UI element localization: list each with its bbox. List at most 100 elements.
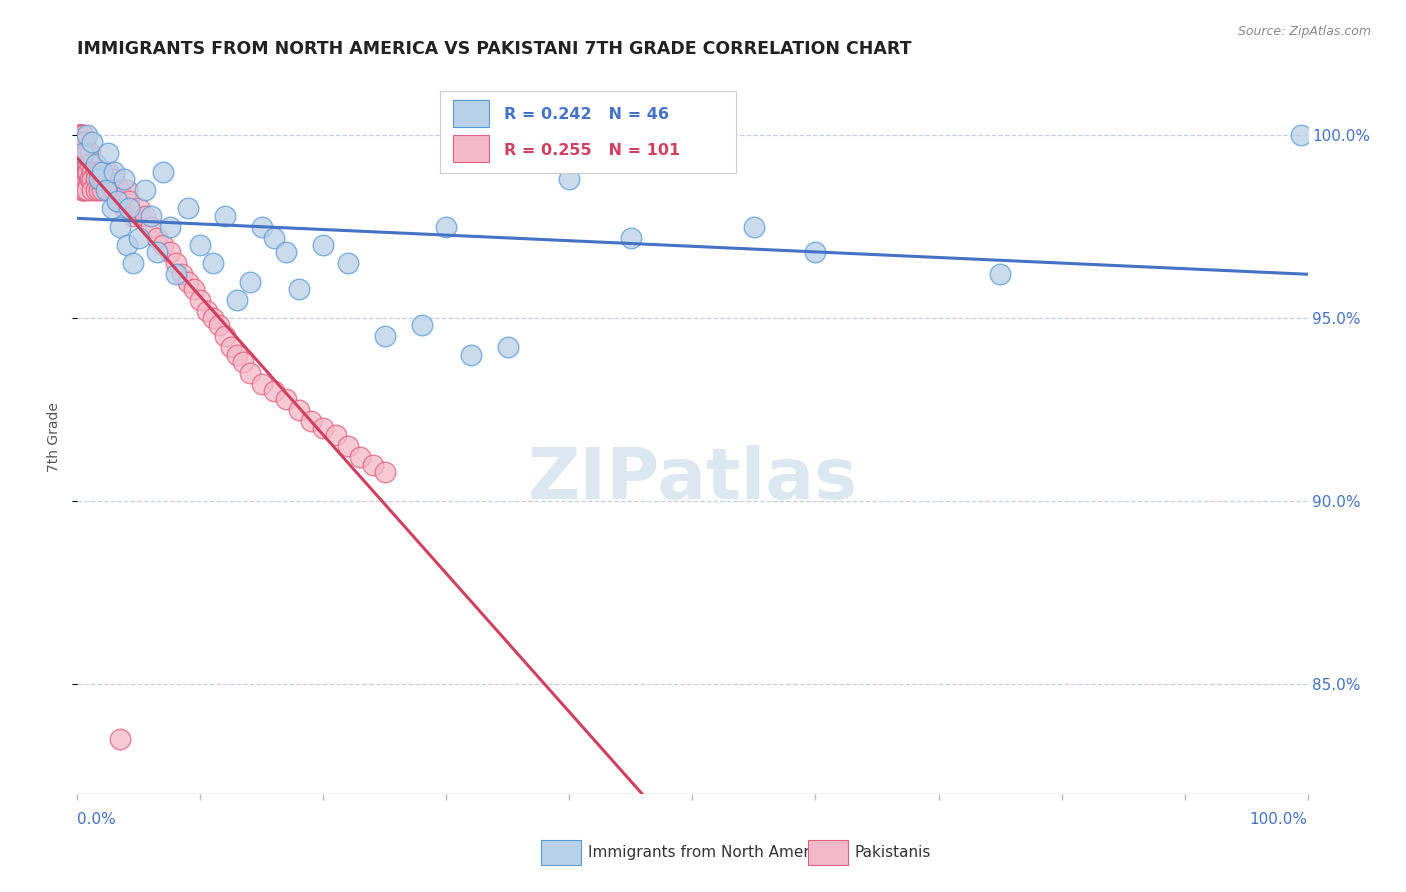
Point [118,194,141,208]
Point [165,267,187,281]
Point [101,183,124,197]
Point [70,128,93,143]
Point [97,146,120,161]
Point [374,329,396,343]
Point [73,146,96,161]
Point [77,157,100,171]
Point [374,465,396,479]
Point [226,348,249,362]
Point [110,194,132,208]
Point [214,209,236,223]
Point [73,165,96,179]
Point [72,136,94,150]
Point [141,209,163,223]
Point [312,238,335,252]
Point [84,165,107,179]
Point [75,157,97,171]
Text: Pakistanis: Pakistanis [855,846,931,860]
Point [89,172,111,186]
Point [276,245,298,260]
Text: R = 0.255   N = 101: R = 0.255 N = 101 [505,143,681,158]
Point [190,238,212,252]
Y-axis label: 7th Grade: 7th Grade [46,402,60,472]
Point [76,128,98,143]
Point [239,366,262,380]
Point [177,275,200,289]
Point [103,183,125,197]
Point [152,165,174,179]
Point [620,230,643,244]
Point [69,128,91,143]
FancyBboxPatch shape [453,136,489,162]
Point [804,245,827,260]
Point [115,183,138,197]
Point [134,183,156,197]
Point [70,157,93,171]
Point [69,128,91,143]
Point [112,202,135,216]
Point [128,202,150,216]
Point [72,146,94,161]
Point [70,172,93,186]
Point [115,238,138,252]
Point [75,146,97,161]
Point [103,165,125,179]
Text: IMMIGRANTS FROM NORTH AMERICA VS PAKISTANI 7TH GRADE CORRELATION CHART: IMMIGRANTS FROM NORTH AMERICA VS PAKISTA… [77,40,912,58]
Point [70,157,93,171]
Point [101,202,124,216]
Point [70,136,93,150]
Point [76,157,98,171]
Text: Immigrants from North America: Immigrants from North America [588,846,831,860]
Point [72,146,94,161]
Point [84,172,107,186]
Point [988,267,1011,281]
Point [70,146,93,161]
Text: 100.0%: 100.0% [1250,812,1308,827]
Point [76,165,98,179]
Point [75,165,97,179]
Point [152,238,174,252]
Point [73,157,96,171]
Point [170,267,193,281]
Point [183,282,205,296]
Point [208,318,231,333]
Point [69,128,91,143]
Point [436,219,458,234]
Point [82,172,104,186]
Point [89,183,111,197]
Point [89,165,111,179]
Point [94,183,117,197]
Point [460,348,482,362]
Point [77,165,100,179]
Point [70,128,93,143]
Point [165,256,187,270]
Point [70,165,93,179]
Point [72,128,94,143]
Text: Source: ZipAtlas.com: Source: ZipAtlas.com [1237,25,1371,38]
Point [276,392,298,406]
Point [118,202,141,216]
Point [361,458,384,472]
Point [79,157,101,171]
Point [70,136,93,150]
Point [70,146,93,161]
Point [146,230,169,244]
Point [742,219,765,234]
Point [128,230,150,244]
Point [226,293,249,307]
Point [90,172,114,186]
Point [70,172,93,186]
Point [72,165,94,179]
Point [110,219,132,234]
Point [112,172,135,186]
Point [76,146,98,161]
Point [73,172,96,186]
Point [159,245,181,260]
Text: ZIPatlas: ZIPatlas [527,445,858,515]
Point [70,128,93,143]
Point [69,128,91,143]
Point [97,165,120,179]
Point [201,256,224,270]
Point [72,157,94,171]
Point [337,256,360,270]
